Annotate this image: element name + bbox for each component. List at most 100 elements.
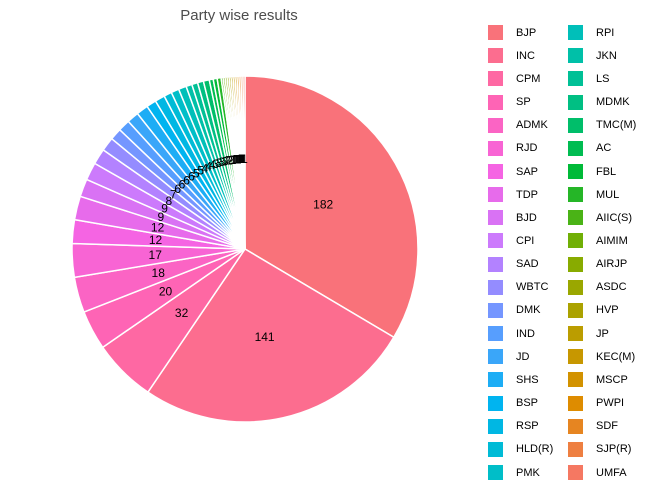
legend-item-KEC(M): KEC(M): [568, 345, 648, 368]
legend-item-SDF: SDF: [568, 415, 648, 438]
slice-value-label-MDMK: 3: [218, 155, 225, 169]
legend-item-CPI: CPI: [488, 229, 568, 252]
pie-slice-BJP: [244, 75, 419, 338]
legend-item-BJP: BJP: [488, 21, 568, 44]
legend-swatch-HVP: [568, 302, 583, 318]
legend-item-JP: JP: [568, 322, 648, 345]
slice-value-label-PMK: 4: [205, 160, 212, 174]
legend-label: IND: [516, 327, 535, 340]
legend-item-WBTC: WBTC: [488, 276, 568, 299]
legend-label: SDF: [596, 420, 618, 433]
slice-value-label-AC: 2: [224, 154, 231, 168]
slice-value-label-IND: 6: [179, 178, 186, 192]
legend-label: LS: [596, 72, 610, 85]
slice-value-label-BSP: 5: [193, 166, 200, 180]
legend-label: TDP: [516, 188, 538, 201]
legend-item-BSP: BSP: [488, 392, 568, 415]
legend-item-SHS: SHS: [488, 368, 568, 391]
legend-label: RJD: [516, 142, 538, 155]
legend-label: CPI: [516, 234, 535, 247]
legend-item-INC: INC: [488, 44, 568, 67]
legend-swatch-KEC(M): [568, 349, 583, 365]
legend-swatch-AC: [568, 140, 583, 156]
legend-label: DMK: [516, 304, 541, 317]
legend-item-AIIC(S): AIIC(S): [568, 206, 648, 229]
legend-swatch-RJD: [488, 140, 503, 156]
legend-label: MUL: [596, 188, 620, 201]
legend-label: ADMK: [516, 119, 548, 132]
legend-label: RPI: [596, 26, 615, 39]
legend-item-BJD: BJD: [488, 206, 568, 229]
pie-chart: 1821413220181712129987666655444333322211…: [71, 75, 419, 423]
legend-item-SAD: SAD: [488, 253, 568, 276]
legend-label: HVP: [596, 304, 619, 317]
legend-swatch-JP: [568, 326, 583, 342]
legend-item-HLD(R): HLD(R): [488, 438, 568, 461]
legend-item-TDP: TDP: [488, 183, 568, 206]
legend-label: KEC(M): [596, 350, 636, 363]
legend-label: ASDC: [596, 281, 627, 294]
slice-value-label-CPI: 9: [161, 202, 168, 216]
legend-item-PMK: PMK: [488, 461, 568, 480]
legend-swatch-TMC(M): [568, 117, 583, 133]
slice-value-label-HLD(R): 4: [201, 162, 208, 176]
legend-item-JKN: JKN: [568, 44, 648, 67]
legend-label: HLD(R): [516, 443, 554, 456]
legend-swatch-TDP: [488, 187, 503, 203]
legend-swatch-AIMIM: [568, 233, 583, 249]
legend-item-HVP: HVP: [568, 299, 648, 322]
legend-item-AIRJP: AIRJP: [568, 253, 648, 276]
slice-value-label-CPM: 32: [175, 306, 189, 320]
slice-value-label-LS: 3: [215, 156, 222, 170]
legend-item-LS: LS: [568, 67, 648, 90]
slice-value-label-SAD: 8: [166, 194, 173, 208]
slice-value-label-MSCP: 1: [237, 152, 244, 166]
legend-item-RPI: RPI: [568, 21, 648, 44]
legend-label: JKN: [596, 49, 617, 62]
slice-value-label-JP: 1: [235, 152, 242, 166]
legend-label: JD: [516, 350, 530, 363]
legend-label: TMC(M): [596, 119, 637, 132]
pie-slice-INC: [147, 248, 395, 423]
legend-swatch-PWPI: [568, 395, 583, 411]
legend-label: BSP: [516, 397, 539, 410]
legend-swatch-UMFA: [568, 465, 583, 480]
legend-label: FBL: [596, 165, 617, 178]
legend-swatch-HLD(R): [488, 441, 503, 457]
legend-swatch-FBL: [568, 164, 583, 180]
legend-item-UMFA: UMFA: [568, 461, 648, 480]
legend-label: AIMIM: [596, 234, 628, 247]
legend-item-FBL: FBL: [568, 160, 648, 183]
legend-label: BJD: [516, 211, 537, 224]
legend-swatch-MDMK: [568, 94, 583, 110]
legend-label: SHS: [516, 373, 539, 386]
legend-item-MSCP: MSCP: [568, 368, 648, 391]
slice-value-label-SDF: 1: [239, 152, 246, 166]
slice-value-label-RSP: 5: [197, 164, 204, 178]
legend-label: RSP: [516, 420, 539, 433]
legend-swatch-DMK: [488, 302, 503, 318]
slice-value-label-BJP: 182: [313, 198, 333, 212]
legend: BJP INC CPM SP ADMK RJD SAP TDP BJD CPI SAD WBTC DMK…: [488, 21, 648, 480]
pie-slice-UMFA: [242, 75, 246, 250]
legend-label: SAP: [516, 165, 539, 178]
legend-item-RJD: RJD: [488, 137, 568, 160]
legend-swatch-SP: [488, 94, 503, 110]
legend-swatch-CPI: [488, 233, 503, 249]
legend-swatch-INC: [488, 48, 503, 64]
legend-swatch-IND: [488, 326, 503, 342]
legend-label: AIIC(S): [596, 211, 633, 224]
legend-item-RSP: RSP: [488, 415, 568, 438]
legend-swatch-SDF: [568, 418, 583, 434]
legend-label: INC: [516, 49, 535, 62]
legend-swatch-MUL: [568, 187, 583, 203]
legend-swatch-BJP: [488, 25, 503, 41]
legend-item-PWPI: PWPI: [568, 392, 648, 415]
slice-value-label-FBL: 2: [226, 153, 233, 167]
legend-column-2: RPI JKN LS MDMK TMC(M) AC FBL MUL AIIC(S) AIMIM AI…: [568, 21, 648, 480]
legend-item-TMC(M): TMC(M): [568, 114, 648, 137]
slice-value-label-AIMIM: 1: [231, 153, 238, 167]
legend-item-SJP(R): SJP(R): [568, 438, 648, 461]
slice-value-label-SAP: 12: [149, 233, 163, 247]
